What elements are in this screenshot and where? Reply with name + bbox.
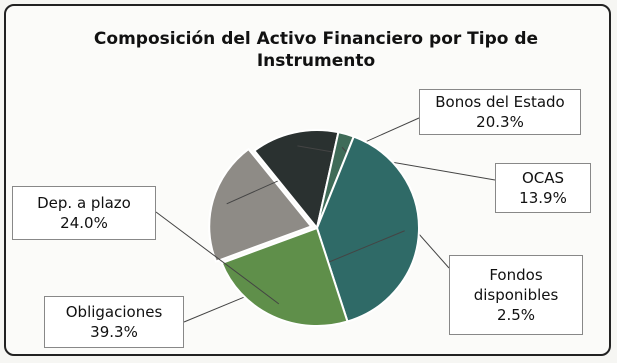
slice-value-obligaciones: 39.3% [90, 323, 138, 341]
leader-line-dep [155, 211, 280, 305]
slice-label-ocas: OCAS [521, 169, 565, 187]
slice-value-fondos: 2.5% [496, 306, 536, 324]
label-box-bonos: Bonos del Estado 20.3% [419, 89, 581, 135]
slice-label-obligaciones: Obligaciones [65, 303, 163, 321]
pie-slice-ocas [252, 129, 340, 231]
slice-value-bonos: 20.3% [476, 113, 524, 131]
leader-line-ocas [297, 145, 496, 181]
label-box-dep: Dep. a plazo 24.0% [12, 186, 156, 240]
label-box-ocas: OCAS 13.9% [495, 163, 591, 213]
slice-value-ocas: 13.9% [519, 189, 567, 207]
slice-label-fondos: Fondos disponibles [473, 266, 559, 304]
slice-label-dep: Dep. a plazo [37, 194, 131, 212]
pie-slice-bonos [208, 147, 313, 263]
label-box-obligaciones: Obligaciones 39.3% [44, 296, 184, 348]
pie-slice-dep [220, 226, 349, 327]
slice-value-dep: 24.0% [60, 214, 108, 232]
chart-title: Composición del Activo Financiero por Ti… [93, 29, 539, 71]
pie-slice-obligaciones [315, 135, 420, 323]
slice-label-bonos: Bonos del Estado [435, 93, 565, 111]
label-box-fondos: Fondos disponibles 2.5% [449, 255, 583, 335]
